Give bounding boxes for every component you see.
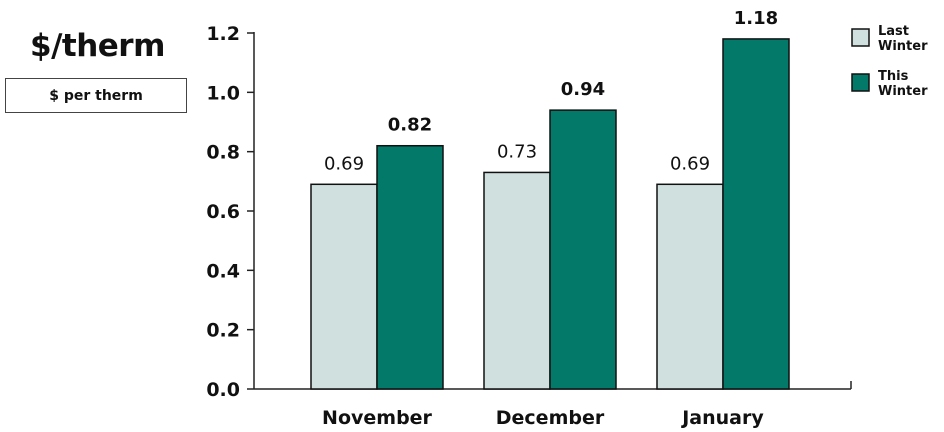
bar-this-winter: [376, 144, 444, 390]
data-label-last-winter: 0.73: [497, 141, 537, 162]
y-tick-label: 1.0: [206, 82, 240, 104]
x-category-label: January: [680, 407, 764, 429]
bar-last-winter: [483, 171, 551, 390]
legend-swatch-this-winter: [851, 73, 870, 92]
data-label-this-winter: 0.82: [388, 115, 432, 136]
legend-label: Last: [878, 24, 909, 39]
y-tick-label: 0.2: [206, 320, 240, 342]
legend-label: Winter: [878, 39, 928, 54]
chart-title: $/therm: [30, 28, 165, 64]
y-tick-label: 0.0: [206, 379, 240, 401]
legend-swatch-last-winter: [851, 28, 870, 47]
y-tick-label: 0.6: [206, 201, 240, 223]
bar-last-winter: [656, 183, 724, 390]
y-tick-label: 0.8: [206, 142, 240, 164]
x-category-label: December: [496, 407, 605, 429]
data-label-this-winter: 0.94: [561, 79, 605, 100]
data-label-this-winter: 1.18: [734, 8, 778, 29]
bar-this-winter: [722, 38, 790, 390]
unit-label: $ per therm: [49, 87, 143, 104]
bar-last-winter: [310, 183, 378, 390]
data-label-last-winter: 0.69: [324, 153, 364, 174]
bar-this-winter: [549, 109, 617, 390]
unit-label-box: $ per therm: [5, 78, 187, 113]
x-category-label: November: [322, 407, 433, 429]
legend-label: Winter: [878, 84, 928, 99]
legend-label: This: [878, 69, 909, 84]
y-tick-label: 1.2: [206, 23, 240, 45]
data-label-last-winter: 0.69: [670, 153, 710, 174]
y-tick-label: 0.4: [206, 260, 240, 282]
